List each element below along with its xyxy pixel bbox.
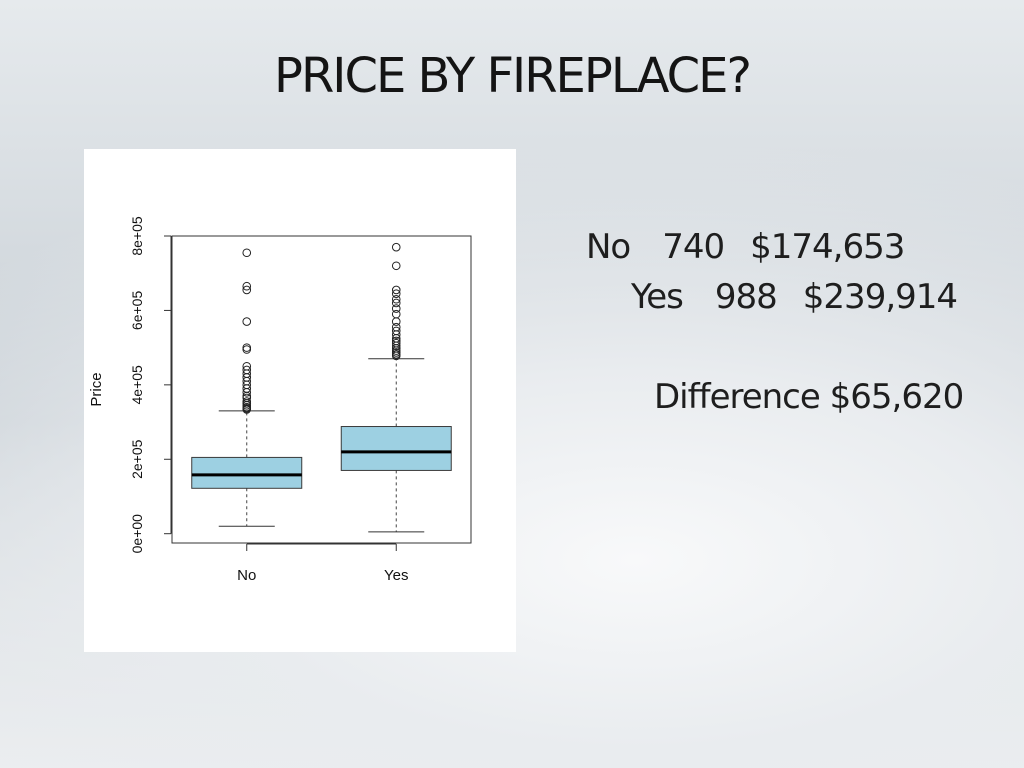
outlier-point (391, 351, 401, 361)
difference-label: Difference (654, 377, 821, 417)
stats-row-yes: Yes 988 $239,914 (631, 277, 958, 317)
x-tick-label: No (237, 567, 256, 584)
box-no (191, 456, 303, 489)
outlier-point (242, 343, 252, 352)
box-yes (340, 426, 452, 471)
plot-frame (171, 235, 472, 544)
stats-row-no: No 740 $174,653 (586, 227, 905, 267)
outlier-point (242, 285, 252, 295)
y-axis-label: Price (88, 372, 105, 406)
boxplot-chart: 0e+00 2e+05 4e+05 6e+05 8e+05 Price No Yes (88, 216, 472, 584)
outlier-point (391, 298, 401, 308)
outlier-point (391, 285, 401, 295)
outlier-point (391, 317, 401, 326)
difference-line: Difference $65,620 (654, 377, 965, 417)
outlier-point (242, 317, 252, 326)
y-tick-label: 4e+05 (129, 365, 145, 405)
y-tick-label: 6e+05 (129, 291, 145, 331)
outlier-point (242, 281, 252, 291)
outlier-point (391, 309, 401, 319)
outlier-point (242, 345, 252, 354)
stats-price: $239,914 (802, 277, 958, 317)
y-tick-label: 8e+05 (129, 216, 145, 256)
outlier-point (242, 248, 252, 258)
boxplot-panel: 0e+00 2e+05 4e+05 6e+05 8e+05 Price No Yes (84, 149, 516, 652)
outlier-point (391, 289, 401, 298)
outlier-point (391, 294, 401, 304)
y-tick-label: 0e+00 (129, 514, 145, 554)
y-tick-label: 2e+05 (129, 439, 145, 479)
outlier-point (242, 387, 252, 397)
outlier-point (391, 341, 401, 351)
outlier-point (391, 242, 401, 252)
outlier-point (242, 405, 252, 414)
difference-value: $65,620 (829, 377, 965, 417)
outlier-point (391, 304, 401, 313)
stats-count: 988 (714, 277, 778, 317)
outlier-point (391, 330, 401, 339)
slide-title: PRICE BY FIREPLACE? (274, 48, 752, 104)
x-tick-label: Yes (384, 567, 408, 584)
stats-label: Yes (631, 277, 684, 317)
outlier-point (391, 261, 401, 271)
stats-price: $174,653 (750, 227, 905, 267)
stats-label: No (586, 227, 631, 267)
stats-count: 740 (662, 227, 725, 267)
